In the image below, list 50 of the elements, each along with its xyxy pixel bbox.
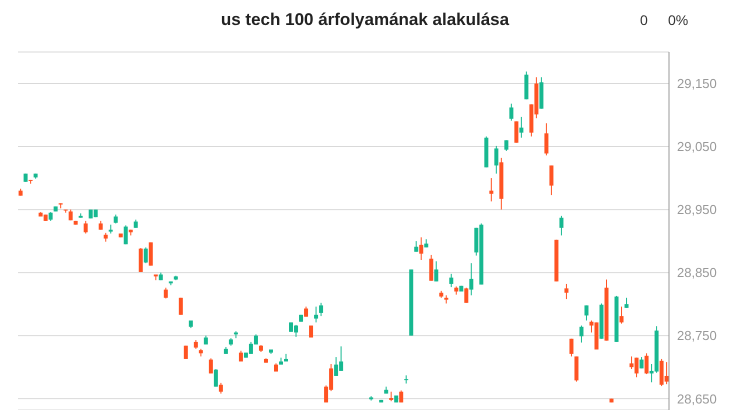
candlestick — [238, 350, 243, 362]
y-tick-label: 28,750 — [677, 328, 717, 344]
candlestick — [429, 254, 434, 282]
candlestick — [579, 325, 584, 344]
candlestick — [564, 283, 568, 300]
candlestick — [569, 338, 574, 357]
candlestick — [559, 215, 564, 236]
candlestick — [434, 260, 438, 282]
candlestick — [574, 356, 578, 382]
candlestick — [489, 178, 494, 202]
candlestick — [414, 240, 418, 252]
candlestick — [549, 164, 554, 196]
candlestick — [509, 103, 514, 122]
candlestick — [208, 358, 213, 374]
y-tick-label: 28,850 — [677, 265, 717, 280]
candlestick — [314, 306, 318, 323]
candlestick — [218, 382, 223, 394]
candlestick — [644, 352, 649, 375]
candlestick — [164, 287, 168, 299]
text: 0 — [640, 12, 648, 28]
y-tick-label: 28,950 — [677, 202, 717, 218]
text: 0% — [668, 12, 688, 28]
y-tick-label: 29,150 — [677, 76, 717, 92]
y-tick-label: 28,650 — [677, 391, 717, 406]
candlestick — [620, 306, 624, 324]
candlestick — [138, 248, 143, 272]
candlestick — [319, 302, 324, 317]
candlestick — [68, 209, 73, 221]
y-tick-label: 29,050 — [677, 139, 717, 154]
candlestick — [214, 368, 218, 388]
chart-title: us tech 100 árfolyamának alakulása — [220, 10, 510, 29]
candlestick — [124, 224, 128, 245]
candlestick — [544, 122, 548, 156]
candlestick — [640, 356, 644, 369]
candlestick — [419, 236, 424, 260]
candlestick — [624, 297, 629, 308]
candlestick — [449, 273, 454, 288]
candlestick — [84, 220, 88, 234]
candlestick — [584, 304, 588, 321]
candlestick — [464, 287, 468, 304]
candlestick — [178, 297, 183, 316]
candlestick — [519, 116, 524, 138]
candlestick — [494, 145, 498, 174]
candlestick — [399, 390, 404, 403]
candlestick — [389, 391, 394, 402]
candlestick — [514, 120, 518, 144]
candlestick — [504, 140, 508, 152]
candlestick — [469, 262, 474, 296]
candlestick — [144, 246, 148, 264]
candlestick — [184, 345, 188, 360]
